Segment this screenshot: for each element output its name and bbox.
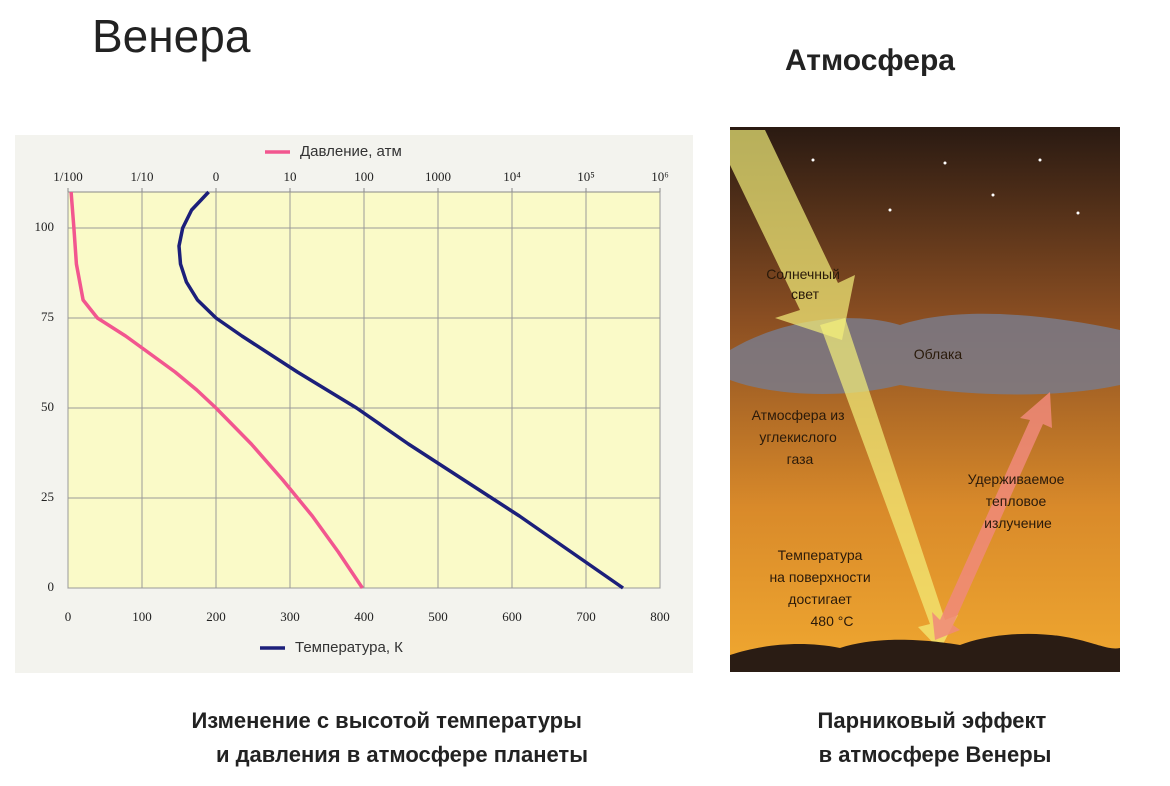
x-tick-label: 700 <box>576 609 596 624</box>
x2-tick-label: 1/10 <box>130 169 153 184</box>
x2-tick-label: 10⁵ <box>577 169 595 184</box>
x2-tick-label: 10 <box>284 169 297 184</box>
x2-tick-label: 0 <box>213 169 220 184</box>
label: Температура на поверхности достигает 480… <box>769 547 874 629</box>
illustration-caption: Парниковый эффект в атмосфере Венеры <box>818 708 1053 767</box>
label-line: газа <box>787 451 814 467</box>
label-line: на поверхности <box>769 569 870 585</box>
label: Облака <box>914 346 963 362</box>
sun-arrow <box>730 130 855 340</box>
x-tick-label: 400 <box>354 609 374 624</box>
label-line: Атмосфера из <box>752 407 845 423</box>
caption-line: и давления в атмосфере планеты <box>216 742 588 767</box>
x-tick-label: 300 <box>280 609 300 624</box>
slide-title: Венера <box>92 10 251 62</box>
y-tick-label: 0 <box>48 579 55 594</box>
heat-arrow <box>932 392 1052 640</box>
label-line: Удерживаемое <box>968 471 1065 487</box>
y-tick-label: 100 <box>35 219 55 234</box>
label-line: углекислого <box>759 429 837 445</box>
y-tick-label: 50 <box>41 399 54 414</box>
y-tick-label: 75 <box>41 309 54 324</box>
caption-line: Парниковый эффект <box>818 708 1047 733</box>
chart-caption: Изменение с высотой температуры и давлен… <box>191 708 588 767</box>
label: Атмосфера из углекислого газа <box>752 407 849 467</box>
label-line: Облака <box>914 346 963 362</box>
legend-label: Температура, К <box>295 639 403 656</box>
label-line: достигает <box>788 591 852 607</box>
x2-tick-label: 1/100 <box>53 169 83 184</box>
x-tick-label: 200 <box>206 609 226 624</box>
x-tick-label: 0 <box>65 609 72 624</box>
series-line <box>177 190 624 590</box>
stars <box>811 158 1080 215</box>
y-tick-label: 25 <box>41 489 54 504</box>
legend-label: Давление, атм <box>300 143 402 160</box>
surface <box>730 633 1120 672</box>
label: Солнечный свет <box>766 266 844 302</box>
series-line <box>69 191 364 589</box>
label-line: Солнечный <box>766 266 840 282</box>
label: Удерживаемое тепловое излучение <box>968 471 1069 531</box>
x-tick-label: 100 <box>132 609 152 624</box>
caption-line: Изменение с высотой температуры <box>191 708 581 733</box>
x-tick-label: 500 <box>428 609 448 624</box>
illustration-title: Атмосфера <box>785 44 955 77</box>
x2-tick-label: 100 <box>354 169 374 184</box>
x2-tick-label: 1000 <box>425 169 451 184</box>
sun-arrow <box>820 318 958 650</box>
label-line: свет <box>791 286 820 302</box>
label-line: тепловое <box>986 493 1047 509</box>
caption-line: в атмосфере Венеры <box>819 742 1052 767</box>
x-tick-label: 800 <box>650 609 670 624</box>
x-tick-label: 600 <box>502 609 522 624</box>
label-line: излучение <box>984 515 1052 531</box>
x2-tick-label: 10⁶ <box>651 169 669 184</box>
illustration: Солнечный свет Облака Атмосфера из углек… <box>730 127 1120 672</box>
label-line: 480 °C <box>811 613 854 629</box>
label-line: Температура <box>778 547 863 563</box>
x2-tick-label: 10⁴ <box>503 169 521 184</box>
